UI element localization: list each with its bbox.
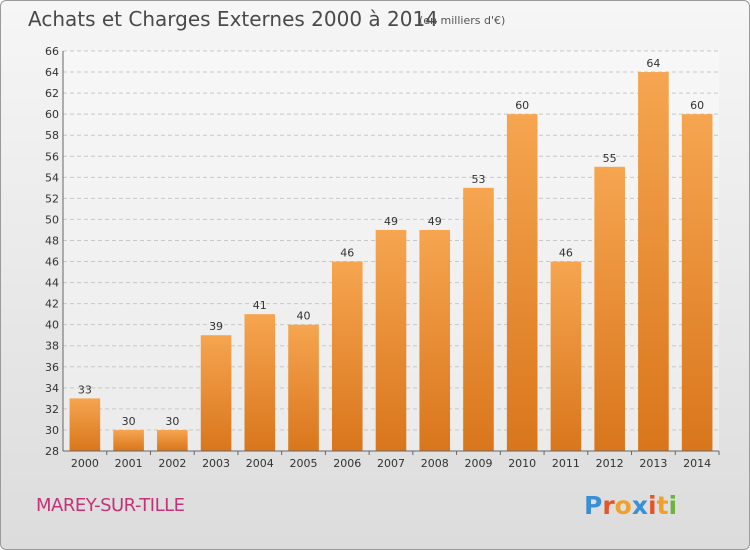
y-tick-label: 52: [45, 192, 59, 205]
bar-2009: [463, 187, 494, 451]
logo-letter: t: [656, 491, 669, 520]
x-tick-label: 2000: [71, 457, 99, 470]
data-label: 40: [297, 310, 311, 323]
bar-2008: [419, 229, 451, 451]
x-tick-label: 2004: [246, 457, 274, 470]
data-label: 46: [340, 247, 354, 260]
y-tick-label: 58: [45, 129, 59, 142]
logo-letter: i: [668, 491, 678, 520]
logo-letter: P: [584, 491, 603, 520]
data-label: 41: [253, 299, 267, 312]
proxiti-logo: Proxiti: [584, 491, 677, 520]
x-tick-label: 2003: [202, 457, 230, 470]
bar-2006: [331, 261, 363, 451]
x-tick-label: 2011: [552, 457, 580, 470]
bar-2012: [594, 166, 625, 451]
bar-2001: [113, 429, 144, 451]
bar-2004: [244, 314, 276, 451]
x-tick-label: 2005: [290, 457, 318, 470]
y-tick-label: 28: [45, 445, 59, 458]
bar-2013: [638, 72, 669, 451]
y-tick-label: 44: [45, 277, 59, 290]
logo-letter: r: [602, 491, 615, 520]
y-tick-label: 60: [45, 108, 59, 121]
x-tick-label: 2013: [639, 457, 667, 470]
y-tick-label: 64: [45, 66, 59, 79]
town-name: MAREY-SUR-TILLE: [36, 495, 185, 516]
x-tick-label: 2002: [158, 457, 186, 470]
data-label: 39: [209, 320, 223, 333]
y-tick-label: 36: [45, 361, 59, 374]
bar-2014: [681, 114, 713, 451]
x-tick-label: 2012: [596, 457, 624, 470]
data-label: 30: [165, 415, 179, 428]
y-tick-label: 42: [45, 298, 59, 311]
x-tick-label: 2010: [508, 457, 536, 470]
logo-letter: o: [614, 491, 632, 520]
bar-2011: [550, 261, 582, 451]
data-label: 30: [122, 415, 136, 428]
y-tick-label: 30: [45, 424, 59, 437]
data-label: 46: [559, 247, 573, 260]
x-tick-label: 2008: [421, 457, 449, 470]
y-tick-label: 46: [45, 256, 59, 269]
data-label: 55: [603, 152, 617, 165]
y-tick-label: 38: [45, 340, 59, 353]
bar-2002: [157, 429, 188, 451]
data-label: 60: [515, 99, 529, 112]
x-tick-label: 2014: [683, 457, 711, 470]
logo-letter: x: [631, 491, 648, 520]
axis-layer: 28 30 32 34 36 38 40 42 44 46 48 50 52 54 56 58 60 62 64 66…: [45, 45, 720, 470]
bar-2005: [288, 324, 319, 451]
y-tick-label: 54: [45, 171, 59, 184]
data-label: 49: [384, 215, 398, 228]
bar-2003: [200, 335, 232, 451]
data-label: 64: [646, 57, 660, 70]
data-label: 49: [428, 215, 442, 228]
bar-2007: [375, 229, 407, 451]
y-tick-label: 62: [45, 87, 59, 100]
x-tick-label: 2001: [115, 457, 143, 470]
bar-layer: 33 30 30 39 41 40 46 49 49 53 60 46 55 64 60: [69, 57, 713, 451]
y-tick-label: 48: [45, 234, 59, 247]
bar-2000: [69, 398, 101, 451]
logo-letter: i: [648, 491, 657, 520]
data-label: 60: [690, 99, 704, 112]
x-tick-label: 2006: [333, 457, 361, 470]
x-tick-label: 2009: [464, 457, 492, 470]
data-label: 53: [471, 173, 485, 186]
x-tick-label: 2007: [377, 457, 405, 470]
unit-note: (en milliers d'€): [419, 14, 506, 27]
y-tick-label: 50: [45, 213, 59, 226]
chart-title: Achats et Charges Externes 2000 à 2014: [28, 7, 438, 31]
y-tick-label: 66: [45, 45, 59, 58]
data-label: 33: [78, 383, 92, 396]
y-tick-label: 40: [45, 319, 59, 332]
y-tick-label: 56: [45, 150, 59, 163]
y-tick-label: 34: [45, 382, 59, 395]
y-tick-label: 32: [45, 403, 59, 416]
bar-2010: [506, 114, 538, 451]
